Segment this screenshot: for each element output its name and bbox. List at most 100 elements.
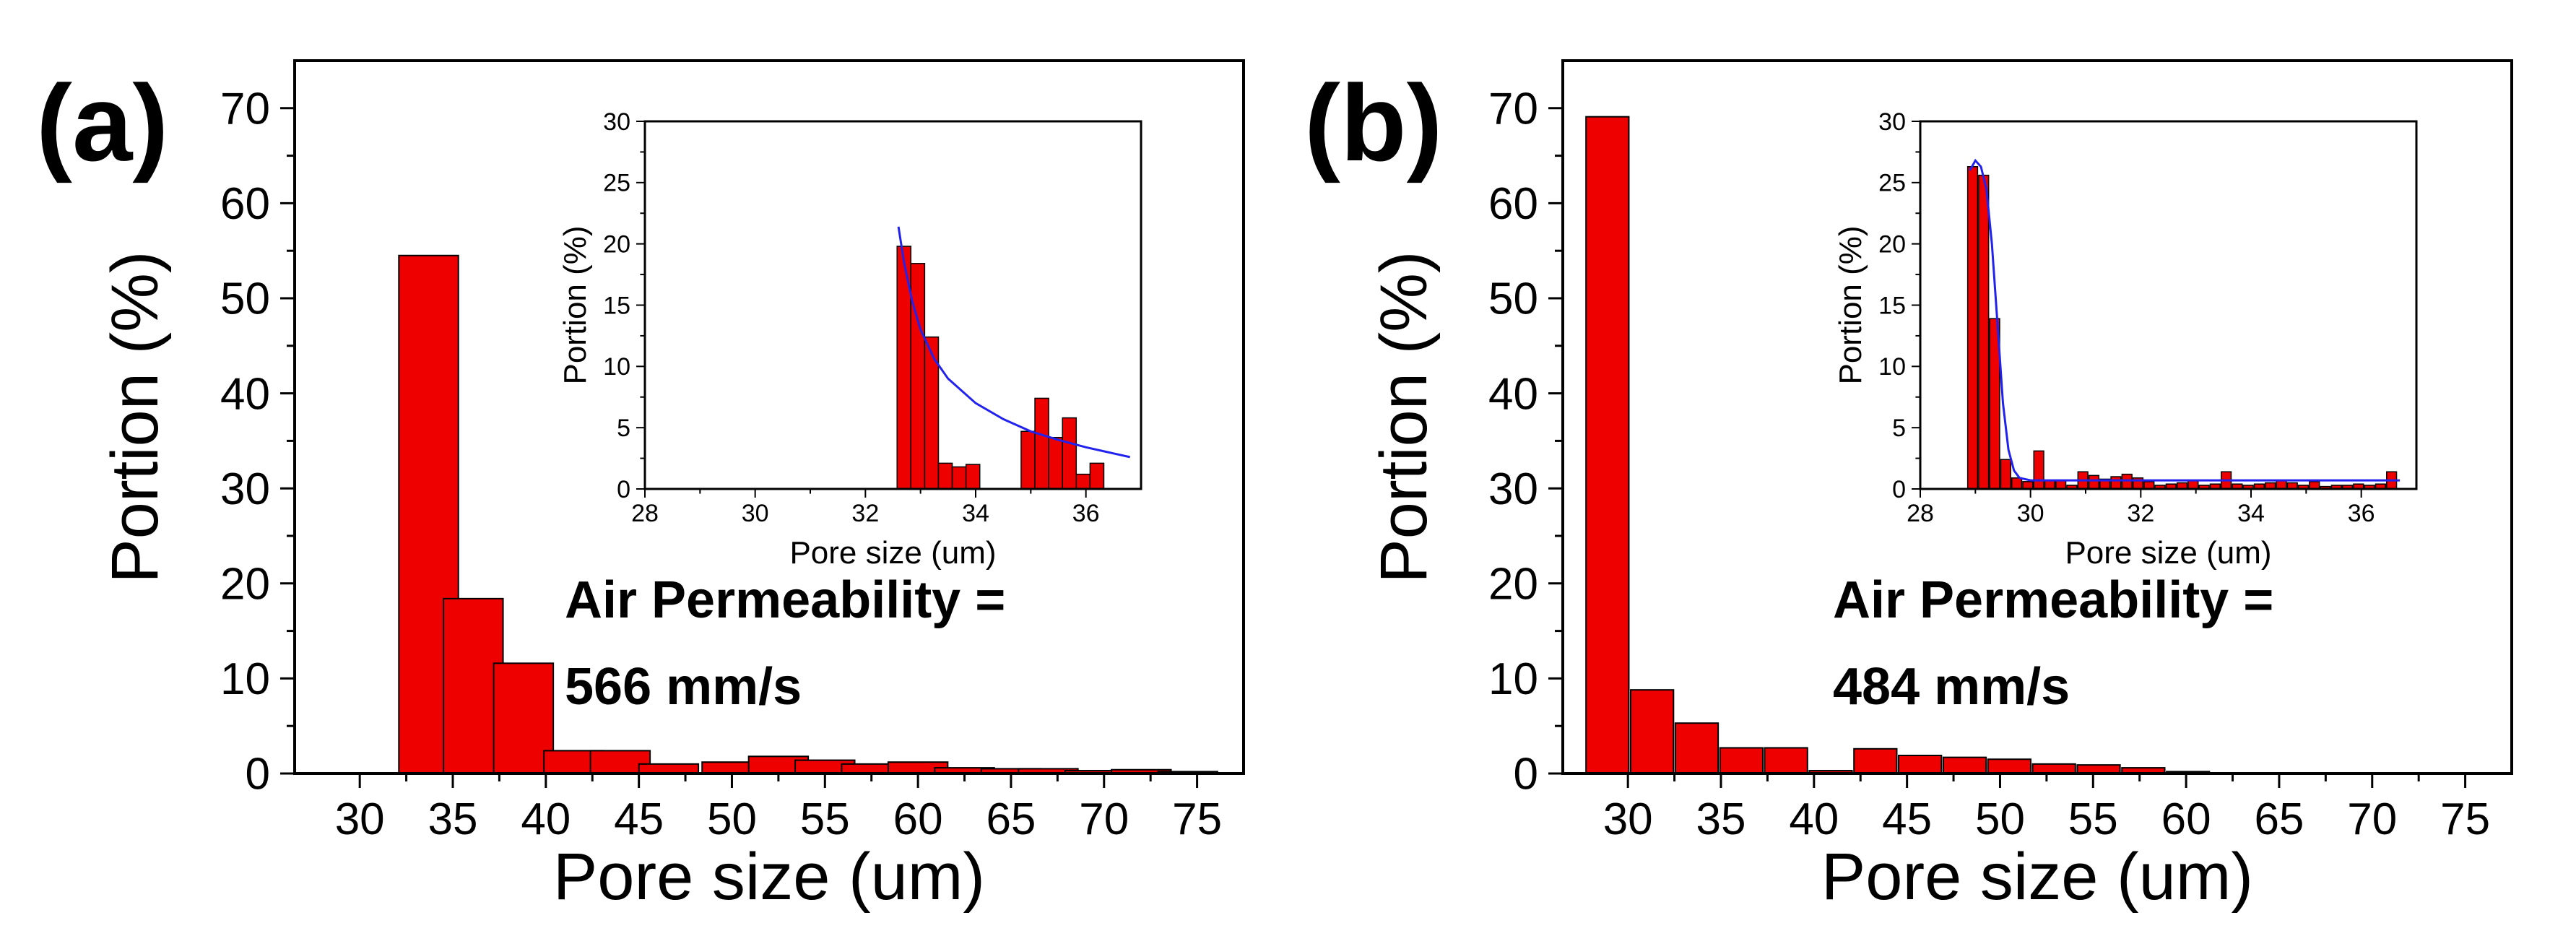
inset-xtick-label: 36: [2348, 500, 2375, 527]
main-xtick-label: 55: [800, 794, 850, 844]
main-ytick-label: 60: [1488, 179, 1538, 229]
inset-xtick-label: 32: [851, 500, 879, 527]
main-ytick-label: 30: [220, 464, 270, 514]
main-ytick-label: 70: [1488, 84, 1538, 134]
air-permeability-label: Air Permeability =: [1833, 571, 2273, 629]
inset-bar: [924, 336, 940, 490]
air-permeability-label: Air Permeability =: [565, 571, 1005, 629]
main-xtick-label: 40: [1789, 794, 1839, 844]
main-ytick-label: 10: [1488, 654, 1538, 704]
main-bar: [1987, 758, 2031, 775]
inset-xtick-label: 36: [1072, 500, 1100, 527]
main-ytick-label: 0: [246, 750, 270, 800]
inset-xtick-label: 28: [631, 500, 659, 527]
inset-bar: [951, 466, 967, 490]
main-ytick-label: 10: [220, 654, 270, 704]
panel-label: (b): [1304, 62, 1443, 183]
main-xlabel: Pore size (um): [1821, 840, 2253, 914]
inset-bar: [1966, 166, 1979, 490]
inset-ytick-label: 30: [1878, 108, 1906, 136]
main-ytick-label: 40: [1488, 369, 1538, 419]
inset-bar: [2011, 477, 2023, 490]
main-xtick-label: 30: [1603, 794, 1653, 844]
inset-ytick-label: 5: [1892, 415, 1906, 442]
main-frame: [1561, 59, 2513, 775]
inset-ytick-label: 10: [1878, 353, 1906, 381]
main-bar: [1585, 116, 1630, 775]
inset-ytick-label: 15: [1878, 292, 1906, 319]
main-ytick-label: 50: [1488, 274, 1538, 324]
main-xtick-label: 35: [428, 794, 478, 844]
inset-bar: [2044, 480, 2056, 490]
inset-xtick-label: 30: [742, 500, 769, 527]
main-ylabel: Portion (%): [98, 251, 172, 583]
main-bar: [1719, 747, 1764, 775]
main-xtick-label: 60: [893, 794, 943, 844]
inset-ytick-label: 5: [617, 415, 630, 442]
inset-fit-curve: [897, 226, 1131, 459]
inset-bar: [2055, 480, 2067, 490]
main-ytick-label: 20: [1488, 560, 1538, 610]
inset-bar: [2276, 480, 2287, 490]
main-ytick-label: 30: [1488, 464, 1538, 514]
main-bar: [1764, 747, 1808, 775]
inset-bar: [2110, 476, 2122, 490]
inset-bar: [2187, 480, 2199, 490]
main-xtick-label: 60: [2161, 794, 2211, 844]
main-xtick-label: 40: [521, 794, 571, 844]
main-xtick-label: 35: [1696, 794, 1746, 844]
inset-bar: [2088, 474, 2100, 490]
inset-ylabel: Portion (%): [1833, 225, 1868, 384]
inset-ytick-label: 30: [603, 108, 630, 136]
inset-bar: [1048, 436, 1063, 490]
main-ytick-label: 50: [220, 274, 270, 324]
main-bar: [1898, 754, 1943, 774]
inset-xtick-label: 28: [1907, 500, 1934, 527]
main-xtick-label: 45: [1882, 794, 1932, 844]
main-xtick-label: 70: [2347, 794, 2397, 844]
main-xtick-label: 50: [1975, 794, 2025, 844]
air-permeability-value: 484 mm/s: [1833, 658, 2070, 716]
inset-chart: 28 30 32 34 36 0 5 10 15 20 25 30 Pore size (um) Port…: [1833, 108, 2418, 571]
inset-ytick-label: 20: [603, 231, 630, 259]
inset-ytick-label: 0: [1892, 476, 1906, 503]
inset-bar: [2033, 450, 2044, 490]
air-permeability-value: 566 mm/s: [565, 658, 802, 716]
inset-ytick-label: 25: [1878, 170, 1906, 197]
main-bar: [1942, 756, 1987, 775]
panel-label: (a): [36, 62, 168, 183]
inset-bar: [1034, 397, 1049, 490]
inset-bar: [2143, 481, 2155, 490]
inset-ytick-label: 15: [603, 292, 630, 319]
main-bar: [1674, 722, 1719, 775]
chart-panel-b: (b)30 35 40 45 50 55 60 65 70 75010203040506070Po…: [1304, 59, 2513, 914]
inset-ytick-label: 20: [1878, 231, 1906, 259]
inset-bar: [1062, 417, 1077, 490]
inset-chart: 28 30 32 34 36 0 5 10 15 20 25 30 Pore size (um) Port…: [558, 108, 1142, 571]
main-xlabel: Pore size (um): [553, 840, 985, 914]
main-xtick-label: 50: [707, 794, 757, 844]
inset-bar: [910, 263, 926, 490]
inset-bar: [2121, 473, 2133, 490]
main-xtick-label: 30: [335, 794, 385, 844]
main-frame: [293, 59, 1245, 775]
inset-bar: [2309, 481, 2320, 490]
inset-ytick-label: 10: [603, 353, 630, 381]
main-ytick-label: 40: [220, 369, 270, 419]
inset-xlabel: Pore size (um): [2065, 535, 2271, 571]
inset-ytick-label: 25: [603, 170, 630, 197]
main-ylabel: Portion (%): [1367, 251, 1441, 583]
inset-ylabel: Portion (%): [558, 225, 593, 384]
inset-bar: [1020, 430, 1036, 490]
main-xtick-label: 70: [1079, 794, 1129, 844]
main-bar: [1853, 748, 1898, 775]
inset-bar: [937, 462, 953, 490]
inset-xtick-label: 30: [2017, 500, 2044, 527]
inset-fit-curve: [1969, 158, 2401, 482]
main-xtick-label: 75: [1172, 794, 1222, 844]
main-ytick-label: 70: [220, 84, 270, 134]
inset-bar: [1089, 462, 1105, 490]
main-xtick-label: 65: [986, 794, 1036, 844]
inset-xtick-label: 32: [2127, 500, 2154, 527]
